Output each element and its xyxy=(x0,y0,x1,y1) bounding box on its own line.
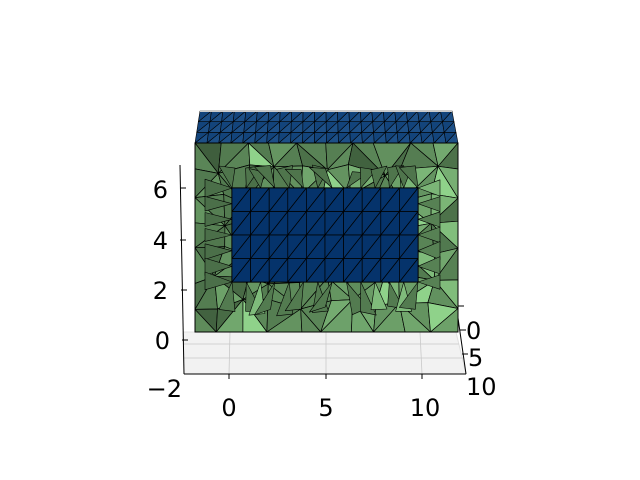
mesh-triangle xyxy=(398,165,419,189)
z-tick-label-6: 6 xyxy=(153,176,168,204)
mesh-triangle xyxy=(308,167,333,189)
top-face-mesh xyxy=(194,110,459,144)
mesh-triangle xyxy=(417,211,441,228)
mesh-triangle xyxy=(254,281,276,316)
mesh-triangle xyxy=(204,228,233,242)
y-ticks xyxy=(458,305,468,355)
mesh-triangle xyxy=(417,196,441,212)
z-tick-label-neg2: −2 xyxy=(147,375,182,403)
x-tick-label-10: 10 xyxy=(410,394,441,422)
mesh-triangle xyxy=(417,241,441,260)
z-tick-label-2: 2 xyxy=(153,277,168,305)
mesh-triangle xyxy=(204,271,233,291)
mesh-triangle xyxy=(417,256,441,275)
mesh-triangle xyxy=(204,178,233,198)
mesh-triangle xyxy=(417,274,441,290)
mesh-triangle xyxy=(218,165,236,189)
mesh-triangle xyxy=(284,281,304,312)
x-ticks xyxy=(228,374,423,379)
z-axis-line xyxy=(179,164,185,375)
x-tick-label-0: 0 xyxy=(221,394,236,422)
inner-window-mesh xyxy=(231,187,419,283)
mesh-triangle xyxy=(417,226,441,243)
mesh-triangle xyxy=(370,165,388,189)
box-outline xyxy=(194,142,459,333)
mesh-triangle xyxy=(204,212,233,227)
y-tick-label-10: 10 xyxy=(466,373,497,401)
mesh-triangle xyxy=(308,281,333,313)
x-tick-label-5: 5 xyxy=(318,394,333,422)
mesh-triangle xyxy=(204,196,233,212)
mesh-triangle xyxy=(204,257,233,276)
mesh-triangle xyxy=(284,168,304,189)
z-ticks xyxy=(180,187,188,341)
mesh-triangle xyxy=(370,281,388,311)
floor-pane xyxy=(182,331,467,375)
window-triangle xyxy=(399,258,419,283)
mesh-triangle xyxy=(218,281,236,312)
floor-grid xyxy=(183,331,463,375)
mesh-triangle xyxy=(204,243,233,260)
z-tick-label-0: 0 xyxy=(155,327,170,355)
mesh-triangle xyxy=(398,281,419,310)
z-tick-label-4: 4 xyxy=(153,227,168,255)
y-tick-label-0: 0 xyxy=(466,317,481,345)
mesh-triangle xyxy=(254,165,276,189)
mesh-triangle xyxy=(417,179,441,197)
y-tick-label-5: 5 xyxy=(468,344,483,372)
